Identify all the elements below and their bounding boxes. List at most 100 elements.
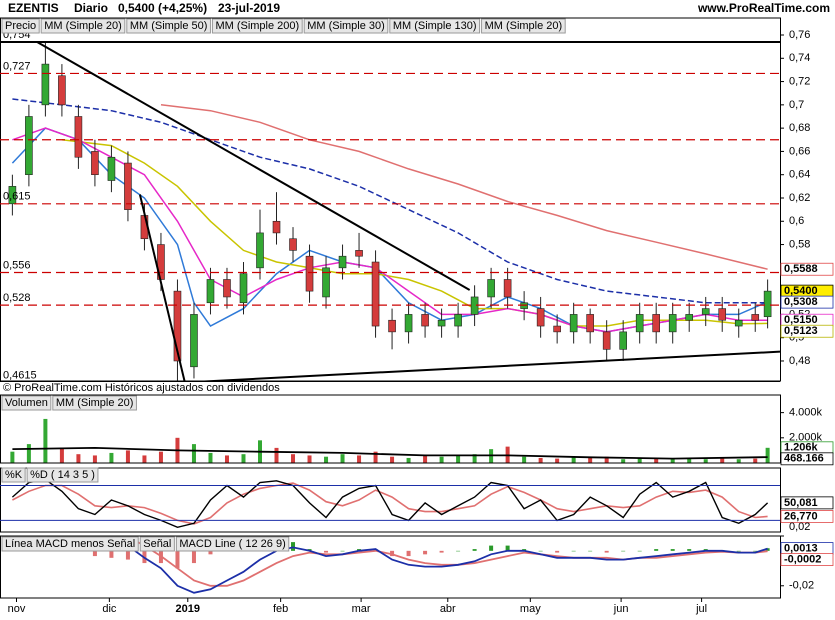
panel-frame	[0, 535, 781, 599]
date: 23-jul-2019	[218, 1, 280, 15]
legend-entry: MACD Line ( 12 26 9)	[179, 538, 285, 550]
legend-box	[303, 18, 389, 34]
volume-bar	[274, 447, 279, 463]
candle-body	[91, 151, 99, 176]
legend-entry: MM (Simple 30)	[307, 20, 385, 32]
volume-bar	[654, 457, 659, 463]
trend-line	[138, 194, 186, 383]
histogram-bar	[109, 550, 114, 558]
volume-bar	[423, 455, 428, 463]
histogram-bar	[555, 550, 560, 553]
y-tick-label: 0,76	[789, 29, 810, 41]
legend-box	[175, 536, 290, 552]
histogram-bar	[670, 549, 675, 551]
candle-body	[437, 319, 446, 327]
value-badge	[780, 295, 834, 309]
value-badge-label: 1.206k	[784, 442, 819, 454]
value-badge	[780, 496, 834, 510]
candle-body	[586, 314, 594, 333]
histogram-bar	[291, 542, 296, 551]
volume-bar	[26, 444, 31, 463]
histogram-bar	[489, 545, 494, 551]
y-tick-label: 0,6	[789, 215, 804, 227]
y-tick-label: 4.000k	[789, 407, 823, 419]
y-tick-label: 0,66	[789, 145, 810, 157]
volume-bar	[621, 459, 626, 463]
y-tick-label: 0,58	[789, 238, 810, 250]
legend-box	[40, 18, 126, 34]
legend-box	[211, 18, 303, 34]
oscillator-line	[11, 478, 769, 529]
volume-bar	[571, 457, 576, 463]
x-tick-label: abr	[440, 603, 456, 615]
candle-body	[487, 279, 495, 298]
value-badge	[780, 510, 834, 523]
volume-bar	[340, 454, 345, 463]
candle-body	[256, 232, 264, 269]
x-tick-label: nov	[8, 603, 26, 615]
candle-body	[421, 314, 429, 327]
x-tick-label: dic	[102, 603, 117, 615]
volume-bar	[687, 458, 692, 463]
value-badge-label: 0,5400	[784, 285, 818, 297]
candle-body	[734, 319, 743, 327]
histogram-bar	[324, 550, 329, 553]
histogram-bar	[340, 550, 345, 552]
moving-average	[12, 127, 768, 333]
histogram-bar	[736, 550, 741, 552]
candle-body	[718, 308, 727, 321]
panel-frame	[0, 467, 781, 533]
legend-entry: MM (Simple 20)	[485, 20, 563, 32]
histogram-bar	[621, 550, 626, 552]
candle-body	[322, 267, 330, 298]
volume-bar	[324, 456, 329, 463]
volume-bar	[76, 454, 81, 463]
volume-bar	[736, 459, 741, 463]
histogram-bar	[208, 550, 213, 555]
panel-plot	[8, 41, 772, 383]
candle-body	[635, 314, 644, 333]
volume-bar	[522, 456, 527, 463]
histogram-bar	[637, 550, 642, 552]
volume-bar	[472, 454, 477, 463]
candle-body	[619, 331, 627, 350]
histogram-bar	[191, 550, 196, 564]
candle-body	[58, 75, 66, 106]
candle-body	[454, 314, 462, 327]
volume-bar	[670, 459, 675, 463]
volume-bar	[373, 451, 378, 463]
histogram-bar	[456, 550, 461, 552]
volume-bar	[43, 418, 48, 463]
panel-frame	[0, 17, 781, 382]
moving-average	[160, 104, 768, 270]
legend-box	[26, 467, 99, 483]
candle-body	[763, 290, 772, 318]
x-tick-label: 2019	[176, 603, 200, 615]
y-tick-label: 0,48	[789, 355, 810, 367]
volume-bar	[588, 457, 593, 463]
value-badge-label: 0,5150	[784, 314, 818, 326]
legend-entry: MM (Simple 130)	[393, 20, 477, 32]
volume-bar	[59, 447, 64, 463]
volume-bar	[439, 456, 444, 463]
legend-entry: MM (Simple 20)	[56, 397, 134, 409]
volume-bar	[390, 456, 395, 463]
histogram-bar	[654, 549, 659, 551]
legend-box	[126, 18, 211, 34]
volume-bar	[125, 450, 130, 463]
candle-body	[668, 314, 677, 333]
candle-body	[107, 156, 116, 181]
candle-body	[41, 63, 50, 106]
legend-entry: Precio	[5, 20, 36, 32]
candle-body	[602, 331, 611, 350]
histogram-bar	[92, 550, 97, 557]
footnote-bg	[0, 382, 780, 394]
candle-body	[338, 255, 347, 269]
candle-body	[685, 314, 694, 321]
x-tick-label: feb	[273, 603, 288, 615]
legend-entry: Señal	[143, 538, 171, 550]
histogram-bar	[538, 550, 543, 552]
symbol: EZENTIS	[8, 1, 59, 15]
volume-bar	[10, 451, 15, 463]
